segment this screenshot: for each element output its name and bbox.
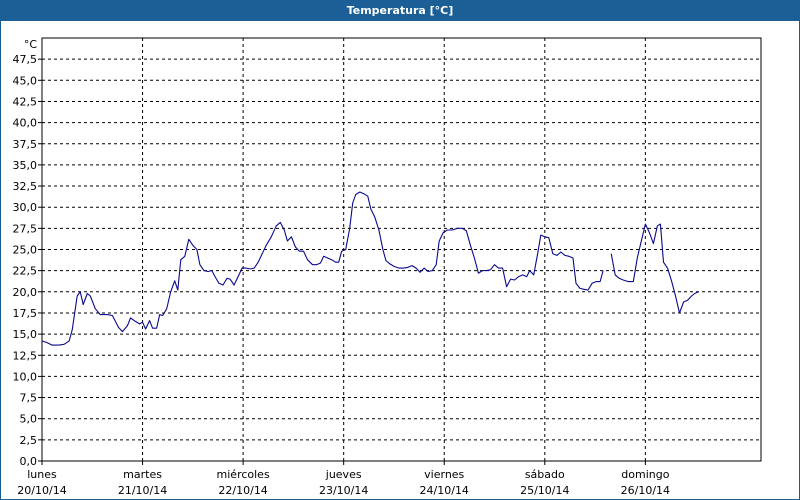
x-tick-label-date: 23/10/14 xyxy=(319,484,368,497)
grid-lines xyxy=(42,38,761,461)
x-tick-label-date: 25/10/14 xyxy=(520,484,569,497)
x-tick-label-date: 26/10/14 xyxy=(621,484,670,497)
series-group xyxy=(41,191,699,346)
y-tick-label: 45,0 xyxy=(13,74,38,87)
y-tick-label: 27,5 xyxy=(13,222,38,235)
y-tick-label: 22,5 xyxy=(13,265,38,278)
y-tick-label: 12,5 xyxy=(13,349,38,362)
temperature-series-line xyxy=(41,191,604,346)
x-axis: lunes 20/10/14 martes 21/10/14 miércoles 22/1… xyxy=(17,461,670,497)
y-tick-label: 15,0 xyxy=(13,328,38,341)
y-tick-label: 30,0 xyxy=(13,201,38,214)
y-tick-label: 2,5 xyxy=(20,434,38,447)
plot-area xyxy=(41,37,762,462)
temperature-series-line xyxy=(610,223,699,314)
y-tick-label: 10,0 xyxy=(13,370,38,383)
x-tick-label-day: miércoles xyxy=(217,468,270,481)
x-tick-label-date: 20/10/14 xyxy=(17,484,66,497)
x-tick-label-day: martes xyxy=(123,468,162,481)
y-tick-label: 47,5 xyxy=(13,53,38,66)
y-tick-label: 40,0 xyxy=(13,117,38,130)
y-tick-label: 17,5 xyxy=(13,307,38,320)
y-tick-label: 25,0 xyxy=(13,244,38,257)
x-tick-label-day: jueves xyxy=(325,468,362,481)
chart-title: Temperatura [°C] xyxy=(0,0,800,21)
x-tick-label-date: 21/10/14 xyxy=(118,484,167,497)
y-tick-label: 42,5 xyxy=(13,95,38,108)
y-tick-label: 5,0 xyxy=(20,413,38,426)
y-tick-label: 32,5 xyxy=(13,180,38,193)
y-tick-label: 0,0 xyxy=(20,455,38,468)
x-tick-label-date: 24/10/14 xyxy=(420,484,469,497)
x-tick-label-date: 22/10/14 xyxy=(218,484,267,497)
y-tick-label: 37,5 xyxy=(13,138,38,151)
y-axis-unit-label: °C xyxy=(24,38,38,51)
x-tick-label-day: domingo xyxy=(621,468,669,481)
x-tick-label-day: sábado xyxy=(525,468,565,481)
x-tick-label-day: viernes xyxy=(424,468,464,481)
y-tick-label: 35,0 xyxy=(13,159,38,172)
y-tick-label: 7,5 xyxy=(20,392,38,405)
y-tick-label: 20,0 xyxy=(13,286,38,299)
x-tick-label-day: lunes xyxy=(27,468,57,481)
y-axis: 0,0 2,5 5,0 7,5 10,0 12,5 15,0 17,5 20,0 22,5 25,0… xyxy=(13,53,42,468)
